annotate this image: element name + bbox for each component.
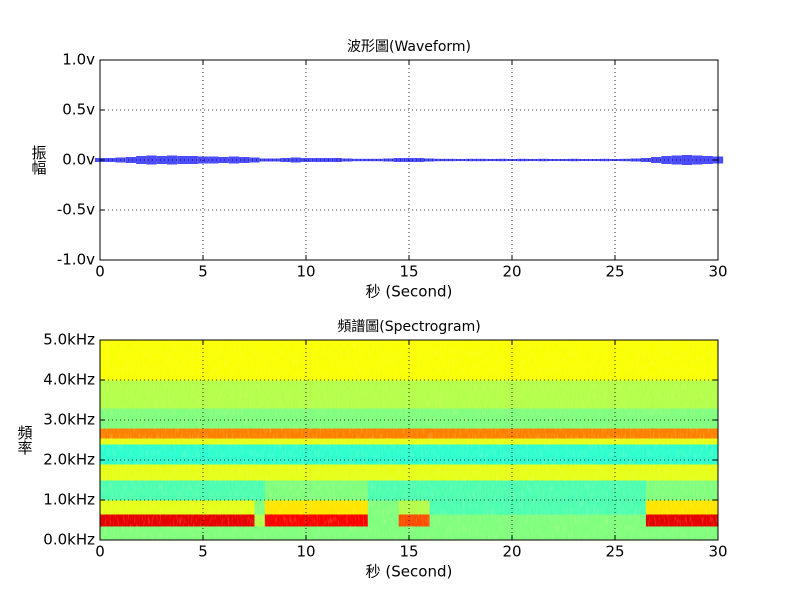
y-tick-label: 4.0kHz [43,371,95,389]
amplitude [475,158,487,162]
y-tick-label: 0.0v [62,151,95,169]
amplitude [496,158,507,162]
y-tick-label: -1.0v [57,251,95,269]
amplitude [434,158,446,162]
x-tick-label: 20 [502,543,521,561]
amplitude [321,158,332,162]
amplitude [136,156,147,164]
y-tick-label: 2.0kHz [43,451,95,469]
y-tick-label: 1.0v [62,51,95,69]
amplitude [218,157,229,163]
amplitude [249,157,260,163]
amplitude [105,158,116,162]
amplitude [537,158,549,162]
x-tick-label: 20 [502,263,521,281]
amplitude [372,158,384,162]
x-tick-label: 15 [399,543,418,561]
x-tick-label: 10 [296,543,315,561]
x-tick-label: 0 [95,263,105,281]
y-tick-label: -0.5v [57,201,95,219]
plot-frame [99,339,719,541]
amplitude [702,156,713,164]
x-tick-label: 5 [198,543,208,561]
y-tick-label: 1.0kHz [43,491,95,509]
amplitude [342,158,353,162]
x-tick-label: 30 [708,543,727,561]
chart-title: 波形圖(Waveform) [347,39,471,55]
y-axis-label: 振幅 [30,145,48,175]
amplitude [280,158,291,162]
amplitude [661,156,672,164]
overlay: 0 5 10 15 20 25 30 -1.0v -0.5v 0.0v 0.5v 1.0v 波形圖(Wa… [16,39,728,581]
y-tick-label: 3.0kHz [43,411,95,429]
amplitude [486,159,497,161]
x-tick-label: 25 [605,543,624,561]
amplitude [125,157,137,163]
amplitude [445,158,456,162]
x-axis-label: 秒 (Second) [366,563,453,581]
amplitude [517,158,528,162]
amplitude [414,158,425,162]
y-tick-label: 0.5v [62,101,95,119]
x-tick-label: 15 [399,263,418,281]
amplitude [681,155,693,165]
amplitude [352,158,363,162]
amplitude [558,159,569,161]
amplitude [465,158,476,162]
amplitude [146,155,157,165]
chart-title: 頻譜圖(Spectrogram) [337,319,480,335]
x-tick-label: 5 [198,263,208,281]
amplitude [620,158,631,162]
x-tick-label: 0 [95,543,105,561]
amplitude [548,159,559,161]
amplitude [424,158,435,162]
amplitude [208,156,219,164]
amplitude [228,156,240,164]
amplitude [290,157,301,163]
y-tick-label: 0.0kHz [43,531,95,549]
amplitude [692,155,703,165]
amplitude [269,158,281,162]
amplitude [568,158,579,162]
y-axis-label: 頻率 [16,425,34,455]
y-tick-label: 5.0kHz [43,331,95,349]
x-tick-label: 10 [296,263,315,281]
amplitude [630,158,641,162]
x-tick-label: 30 [708,263,727,281]
amplitude [362,158,373,162]
amplitude [156,156,167,164]
amplitude [177,156,188,164]
amplitude [393,158,404,162]
x-axis-label: 秒 (Second) [366,283,453,301]
amplitude [589,159,600,161]
amplitude [640,158,652,162]
plot-frame [99,59,719,261]
x-tick-label: 25 [605,263,624,281]
